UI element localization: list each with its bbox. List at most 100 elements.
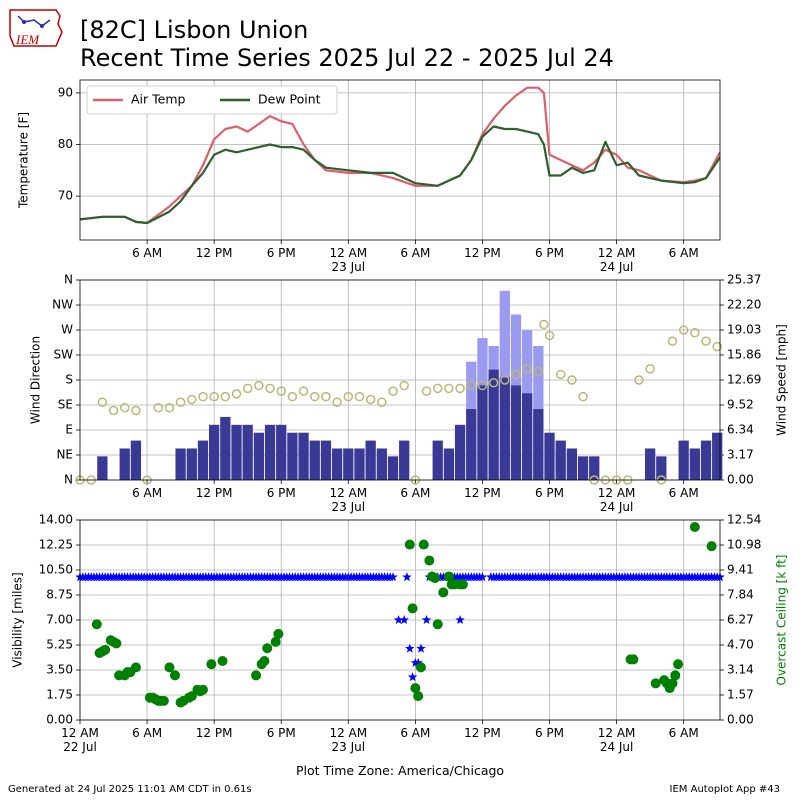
- plot-frame: [79, 79, 721, 241]
- wind-direction-marker: [187, 394, 197, 405]
- ceiling-tick-label: 1.57: [727, 688, 754, 702]
- ceiling-marker: [670, 670, 681, 681]
- ceiling-marker: [457, 579, 468, 590]
- wind-direction-marker: [231, 389, 242, 399]
- wind-direction-marker: [276, 386, 286, 396]
- wind-speed-bar: [678, 440, 689, 480]
- wind-speed-bar: [309, 440, 320, 480]
- x-tick-label: 12 AM: [598, 486, 636, 500]
- ceiling-tick-label: 3.14: [727, 663, 754, 677]
- wind-direction-marker: [477, 380, 488, 391]
- wind-direction-marker: [578, 391, 588, 402]
- legend-label: Air Temp: [131, 92, 186, 107]
- ceiling-marker: [410, 683, 421, 694]
- wind-speed-bar: [700, 440, 712, 480]
- x-tick-sublabel: 23 Jul: [332, 260, 366, 274]
- wind-direction-marker: [131, 405, 141, 416]
- wind-speed-bar: [399, 440, 410, 480]
- wind-direction-marker: [645, 364, 655, 374]
- generated-footer: Generated at 24 Jul 2025 11:01 AM CDT in…: [8, 784, 252, 795]
- wind-direction-marker: [119, 403, 130, 413]
- x-tick-sublabel: 22 Jul: [63, 740, 97, 754]
- wind-direction-marker: [488, 378, 499, 388]
- wind-speed-bar: [522, 393, 533, 480]
- wind-speed-bar: [197, 440, 209, 480]
- x-tick-sublabel: 24 Jul: [600, 500, 634, 514]
- x-tick-sublabel: 23 Jul: [332, 740, 366, 754]
- visibility-tick-label: 14.00: [39, 513, 73, 527]
- iem-logo: IEM: [6, 6, 66, 56]
- wind-direction-marker: [539, 319, 549, 330]
- ceiling-tick-label: 12.54: [727, 513, 761, 527]
- direction-tick-label: E: [65, 423, 73, 437]
- ceiling-marker: [164, 662, 175, 673]
- speed-tick-label: 15.86: [727, 348, 761, 362]
- speed-tick-label: 12.69: [727, 373, 761, 387]
- chart-subtitle: Recent Time Series 2025 Jul 22 - 2025 Ju…: [80, 44, 614, 72]
- ceiling-tick-label: 4.70: [727, 638, 754, 652]
- wind-direction-marker: [164, 403, 175, 413]
- wind-direction-marker: [310, 391, 320, 402]
- y-axis-label: Wind Direction: [29, 336, 43, 424]
- wind-speed-bar: [264, 424, 276, 480]
- wind-speed-bar: [331, 448, 343, 480]
- x-tick-label: 12 PM: [464, 486, 501, 500]
- visibility-marker: [474, 572, 485, 582]
- x-tick-label: 12 PM: [196, 726, 233, 740]
- ceiling-marker: [158, 695, 169, 706]
- x-tick-label: 12 PM: [196, 246, 233, 260]
- wind-speed-bar: [644, 448, 656, 480]
- ceiling-marker: [706, 541, 717, 552]
- ceiling-marker: [270, 636, 281, 647]
- wind-speed-bar: [533, 409, 544, 480]
- wind-speed-bar: [577, 456, 589, 480]
- plot-frame: [79, 519, 721, 721]
- visibility-tick-label: 10.50: [39, 563, 73, 577]
- x-tick-label: 6 AM: [132, 726, 162, 740]
- visibility-marker: [407, 672, 418, 682]
- ceiling-tick-label: 6.27: [727, 613, 754, 627]
- ceiling-marker: [673, 659, 684, 670]
- wind-direction-marker: [97, 397, 108, 407]
- x-tick-label: 12 PM: [464, 246, 501, 260]
- direction-tick-label: W: [61, 323, 73, 337]
- wind-speed-bar: [555, 440, 566, 480]
- wind-direction-marker: [220, 391, 231, 402]
- x-tick-label: 6 AM: [400, 246, 430, 260]
- wind-direction-marker: [544, 330, 555, 341]
- x-tick-label: 6 PM: [267, 726, 296, 740]
- wind-direction-marker: [365, 394, 376, 405]
- wind-speed-bar: [387, 456, 399, 480]
- ceiling-marker: [438, 587, 449, 598]
- wind-direction-marker: [511, 369, 521, 380]
- visibility-tick-label: 1.75: [46, 688, 73, 702]
- y-axis-label: Temperature [F]: [17, 112, 31, 209]
- wind-speed-bar: [97, 456, 108, 480]
- visibility-tick-label: 5.25: [46, 638, 73, 652]
- wind-speed-bar: [276, 424, 287, 480]
- wind-direction-marker: [377, 397, 387, 407]
- ceiling-marker: [424, 555, 435, 566]
- wind-direction-marker: [153, 403, 164, 413]
- svg-text:IEM: IEM: [15, 32, 40, 47]
- ceiling-marker: [650, 678, 661, 689]
- ceiling-marker: [251, 670, 262, 681]
- visibility-marker: [399, 615, 409, 624]
- ceiling-marker: [418, 539, 429, 550]
- visibility-tick-label: 12.25: [39, 538, 73, 552]
- visibility-tick-label: 3.50: [46, 663, 73, 677]
- x-tick-label: 6 AM: [132, 486, 162, 500]
- wind-direction-marker: [254, 380, 264, 391]
- wind-direction-marker: [667, 336, 678, 346]
- wind-speed-bar: [209, 424, 220, 480]
- ceiling-marker: [273, 628, 284, 639]
- wind-direction-marker: [690, 328, 700, 338]
- wind-direction-marker: [500, 375, 510, 385]
- wind-direction-marker: [466, 380, 477, 391]
- ceiling-tick-label: 9.41: [727, 563, 754, 577]
- x-tick-label: 6 PM: [535, 486, 564, 500]
- x-axis-label: Plot Time Zone: America/Chicago: [296, 763, 504, 778]
- ceiling-marker: [404, 539, 415, 550]
- visibility-tick-label: 8.75: [46, 588, 73, 602]
- wind-direction-marker: [567, 375, 577, 385]
